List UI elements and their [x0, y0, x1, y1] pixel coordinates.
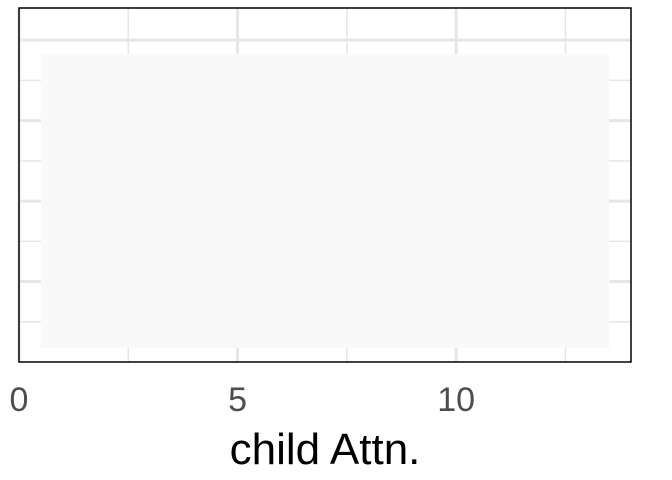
x-axis-title: child Attn.: [230, 425, 421, 474]
bar: [41, 54, 609, 348]
bars: [41, 54, 609, 348]
x-tick-label: 0: [10, 381, 29, 419]
x-tick-label: 10: [437, 381, 475, 419]
x-tick-label: 5: [228, 381, 247, 419]
